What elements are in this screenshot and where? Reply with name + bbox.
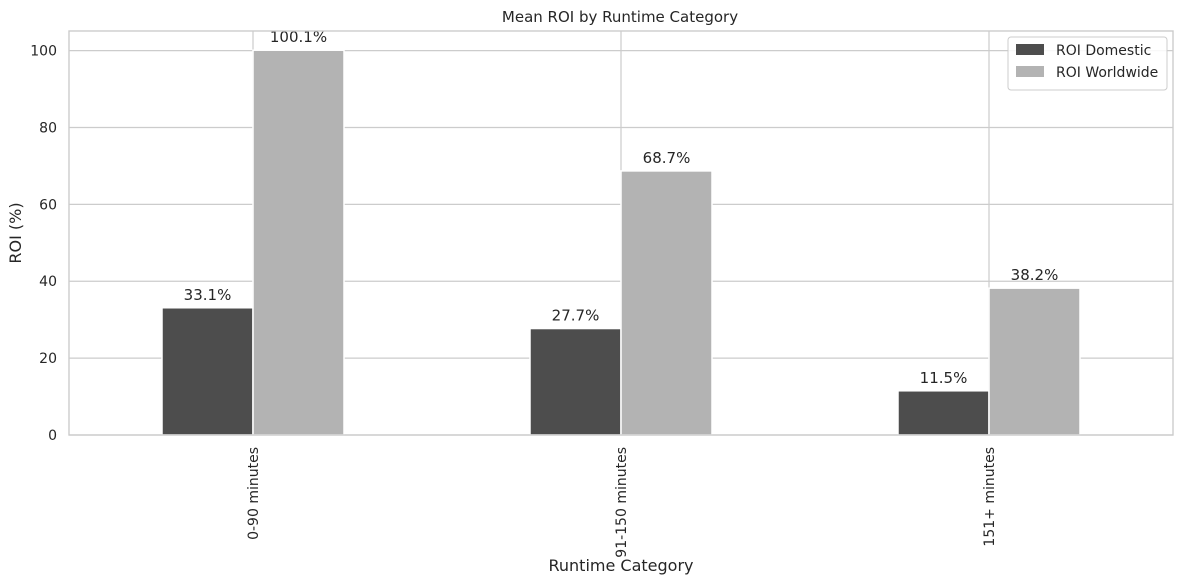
y-tick-label: 60 bbox=[39, 197, 57, 213]
data-label: 33.1% bbox=[184, 286, 232, 304]
x-tick-labels: 0-90 minutes 91-150 minutes 151+ minutes bbox=[246, 447, 998, 558]
x-tick-label: 0-90 minutes bbox=[246, 447, 262, 540]
legend-label: ROI Domestic bbox=[1056, 43, 1151, 59]
chart-title: Mean ROI by Runtime Category bbox=[502, 8, 738, 26]
data-label: 38.2% bbox=[1011, 266, 1059, 284]
legend-frame bbox=[1007, 36, 1168, 91]
data-labels: 33.1% 27.7% 11.5% 100.1% 68.7% 38.2% bbox=[184, 28, 1059, 387]
data-label: 11.5% bbox=[920, 369, 968, 387]
legend: ROI Domestic ROI Worldwide bbox=[1007, 36, 1168, 91]
data-label: 68.7% bbox=[643, 149, 691, 167]
bar-worldwide bbox=[620, 170, 713, 436]
y-tick-label: 80 bbox=[39, 120, 57, 136]
y-tick-labels: 0 20 40 60 80 100 bbox=[30, 44, 57, 444]
y-tick-label: 40 bbox=[39, 274, 57, 290]
y-tick-label: 20 bbox=[39, 351, 57, 367]
y-axis-label: ROI (%) bbox=[6, 202, 25, 263]
plot-frame bbox=[68, 30, 1174, 436]
data-label: 100.1% bbox=[270, 28, 327, 46]
bar-domestic bbox=[897, 390, 990, 436]
legend-swatch bbox=[1016, 66, 1044, 77]
y-tick-label: 100 bbox=[30, 44, 57, 60]
x-axis-label: Runtime Category bbox=[549, 556, 694, 575]
y-tick-label: 0 bbox=[48, 428, 57, 444]
bar-worldwide bbox=[252, 49, 345, 436]
bar-domestic bbox=[161, 307, 254, 436]
data-label: 27.7% bbox=[552, 307, 600, 325]
x-tick-label: 91-150 minutes bbox=[614, 447, 630, 558]
legend-swatch bbox=[1016, 44, 1044, 55]
bar-domestic bbox=[529, 327, 622, 436]
bars bbox=[161, 49, 1081, 436]
x-tick-label: 151+ minutes bbox=[982, 447, 998, 547]
legend-label: ROI Worldwide bbox=[1056, 65, 1158, 81]
bar-worldwide bbox=[988, 287, 1081, 436]
